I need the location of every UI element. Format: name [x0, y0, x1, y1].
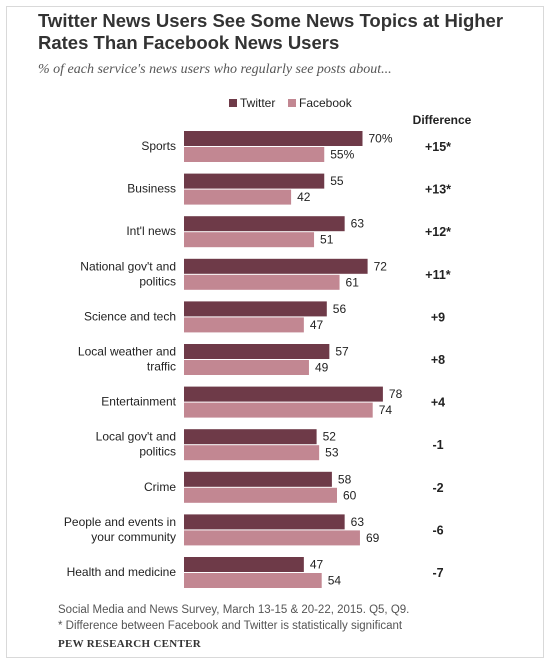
difference-header: Difference — [413, 113, 472, 127]
value-label-facebook: 49 — [315, 361, 329, 375]
difference-value: +9 — [431, 310, 445, 324]
category-group: Entertainment 78 74 +4 — [101, 386, 445, 418]
bar-facebook — [184, 360, 309, 375]
category-label: Business — [127, 182, 176, 196]
category-group: Crime 58 60 -2 — [144, 471, 444, 503]
legend-swatch-facebook — [288, 99, 296, 107]
difference-value: +11* — [425, 268, 451, 282]
category-label: Local weather and traffic — [78, 345, 176, 374]
category-group: Int'l news 63 51 +12* — [126, 216, 451, 248]
category-label: Int'l news — [126, 224, 176, 238]
bar-twitter — [184, 514, 345, 530]
value-label-twitter: 70% — [369, 132, 393, 146]
category-label: Health and medicine — [67, 565, 177, 579]
category-label: People and events in your community — [64, 515, 176, 544]
chart-subtitle: % of each service's news users who regul… — [38, 62, 392, 77]
brand-label: PEW RESEARCH CENTER — [58, 638, 202, 650]
category-label: Crime — [144, 480, 176, 494]
bar-twitter — [184, 131, 363, 146]
value-label-twitter: 57 — [335, 345, 349, 359]
significance-note: * Difference between Facebook and Twitte… — [58, 620, 403, 632]
value-label-twitter: 52 — [323, 430, 337, 444]
chart-frame — [6, 6, 544, 658]
bar-twitter — [184, 258, 368, 274]
bar-facebook — [184, 232, 315, 248]
source-note: Social Media and News Survey, March 13-1… — [58, 604, 410, 616]
category-group: Local weather and traffic 57 49 +8 — [78, 344, 445, 375]
bar-twitter — [184, 386, 383, 402]
bar-facebook — [184, 317, 304, 333]
value-label-facebook: 47 — [310, 318, 324, 332]
difference-value: +8 — [431, 353, 445, 367]
value-label-twitter: 58 — [338, 472, 352, 486]
bar-facebook — [184, 530, 360, 546]
bar-twitter — [184, 557, 304, 572]
value-label-facebook: 69 — [366, 531, 380, 545]
difference-value: +13* — [425, 183, 451, 197]
category-label: Sports — [141, 139, 176, 153]
bar-facebook — [184, 402, 373, 418]
value-label-twitter: 78 — [389, 387, 403, 401]
difference-value: -2 — [432, 481, 443, 495]
value-label-twitter: 56 — [333, 302, 347, 316]
category-group: Health and medicine 47 54 -7 — [67, 557, 444, 588]
difference-value: +15* — [425, 140, 451, 154]
difference-value: -7 — [432, 566, 443, 580]
value-label-facebook: 54 — [328, 574, 342, 588]
bar-twitter — [184, 471, 332, 487]
value-label-twitter: 47 — [310, 558, 324, 572]
value-label-facebook: 42 — [297, 190, 311, 204]
bar-twitter — [184, 216, 345, 232]
category-group: Sports 70% 55% +15* — [141, 131, 451, 162]
bar-twitter — [184, 429, 317, 445]
value-label-twitter: 63 — [351, 217, 365, 231]
bar-twitter — [184, 301, 327, 317]
legend-label-twitter: Twitter — [240, 96, 275, 110]
difference-value: +4 — [431, 396, 445, 410]
value-label-twitter: 72 — [374, 259, 388, 273]
category-label: Science and tech — [84, 309, 176, 323]
bar-facebook — [184, 147, 325, 162]
chart-title: Twitter News Users See Some News Topics … — [38, 10, 504, 53]
bar-facebook — [184, 189, 292, 205]
category-group: National gov't and politics 72 61 +11* — [80, 258, 451, 290]
bar-facebook — [184, 274, 340, 290]
value-label-facebook: 55% — [330, 148, 354, 162]
category-label: National gov't and politics — [80, 259, 176, 288]
bar-facebook — [184, 487, 337, 503]
bar-facebook — [184, 573, 322, 588]
difference-value: -1 — [432, 438, 443, 452]
bar-twitter — [184, 344, 330, 359]
legend-label-facebook: Facebook — [299, 96, 353, 110]
category-label: Entertainment — [101, 395, 176, 409]
bars: Sports 70% 55% +15* Business 55 42 +13* Int'l ne… — [64, 131, 451, 588]
legend: Twitter Facebook Difference — [229, 96, 472, 127]
bar-twitter — [184, 173, 325, 189]
category-group: Business 55 42 +13* — [127, 173, 451, 205]
value-label-facebook: 74 — [379, 403, 393, 417]
value-label-facebook: 60 — [343, 488, 357, 502]
value-label-facebook: 61 — [346, 275, 360, 289]
category-group: Local gov't and politics 52 53 -1 — [96, 429, 444, 461]
value-label-twitter: 55 — [330, 174, 344, 188]
bar-facebook — [184, 445, 320, 461]
category-group: Science and tech 56 47 +9 — [84, 301, 445, 333]
value-label-facebook: 51 — [320, 233, 334, 247]
value-label-twitter: 63 — [351, 515, 365, 529]
category-label: Local gov't and politics — [96, 430, 176, 459]
value-label-facebook: 53 — [325, 446, 339, 460]
difference-value: +12* — [425, 225, 451, 239]
difference-value: -6 — [432, 523, 443, 537]
legend-swatch-twitter — [229, 99, 237, 107]
